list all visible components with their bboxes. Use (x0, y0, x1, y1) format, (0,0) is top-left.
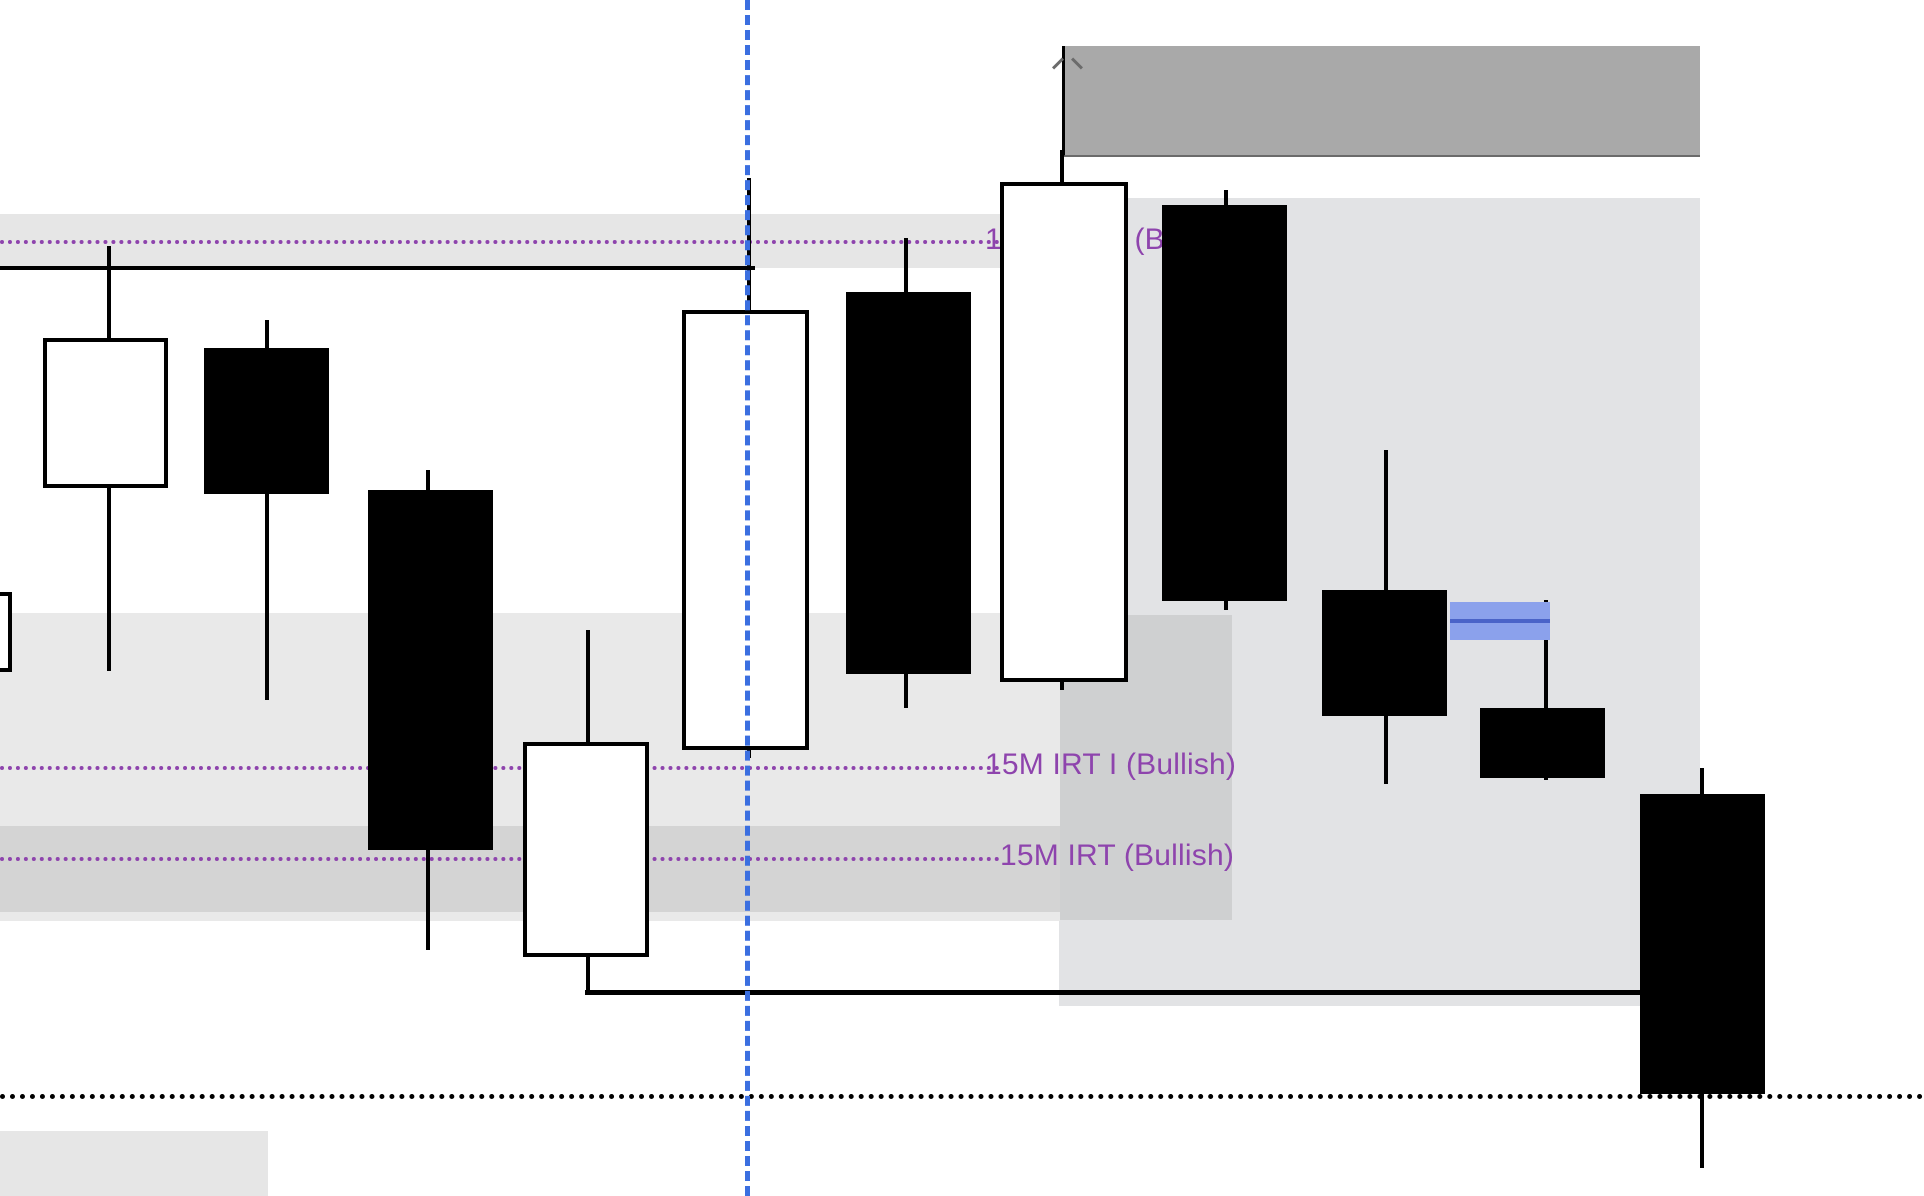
order-block-rectangle[interactable] (1062, 46, 1700, 157)
crosshair-vertical-line (745, 0, 750, 1196)
resize-handle-icon[interactable] (1051, 57, 1065, 70)
candle-wick (426, 470, 430, 950)
resize-handle-icon[interactable] (1070, 57, 1084, 70)
entry-price-band[interactable] (1450, 602, 1550, 640)
candle-wick (1060, 150, 1064, 690)
candle-body[interactable] (1322, 590, 1447, 716)
candle-body[interactable] (43, 338, 168, 488)
candle-body[interactable] (1162, 205, 1287, 601)
irt0-zone-band (0, 826, 1060, 912)
candle-body[interactable] (1000, 182, 1128, 682)
level-line-irt1[interactable] (0, 766, 1000, 770)
candle-wick (904, 238, 908, 708)
candle-wick (1544, 600, 1548, 780)
upper-boundary-line (0, 266, 755, 270)
candle-wick (1224, 190, 1228, 610)
lower-left-zone (0, 1131, 268, 1196)
level-label-irt2[interactable]: 15M IRT II (Bullish) (985, 223, 1245, 256)
candle-wick (586, 630, 590, 990)
entry-price-line (1450, 619, 1550, 623)
candle-wick (747, 178, 751, 758)
candle-body[interactable] (682, 310, 809, 750)
lower-dotted-line[interactable] (0, 1094, 1924, 1099)
irt2-zone-band (0, 214, 1060, 268)
candle-wick (1384, 450, 1388, 784)
candle-body[interactable] (1000, 182, 1128, 682)
candle-wick (107, 246, 111, 671)
candle-body[interactable] (1162, 205, 1287, 601)
level-line-irt0[interactable] (0, 857, 1000, 861)
candle-body[interactable] (368, 490, 493, 850)
fvg-column-overlay (1060, 615, 1232, 920)
right-consolidation-zone (1059, 198, 1700, 1006)
candle-wick (1700, 768, 1704, 1168)
irt1-zone-band (0, 613, 1060, 921)
candle-body[interactable] (523, 742, 649, 957)
candle-wick (265, 320, 269, 700)
level-line-irt2[interactable] (0, 240, 1000, 244)
candle-body[interactable] (846, 292, 971, 674)
base-line-segment-left[interactable] (585, 990, 1705, 995)
level-label-irt1[interactable]: 15M IRT I (Bullish) (985, 748, 1237, 781)
candle-wick (1224, 190, 1228, 610)
level-label-irt0[interactable]: 15M IRT (Bullish) (1000, 839, 1235, 872)
candle-body[interactable] (1480, 708, 1605, 778)
candle-body[interactable] (204, 348, 329, 494)
candle-body[interactable] (0, 592, 12, 672)
candle-body[interactable] (1640, 794, 1765, 1094)
candle-wick (1060, 150, 1064, 186)
